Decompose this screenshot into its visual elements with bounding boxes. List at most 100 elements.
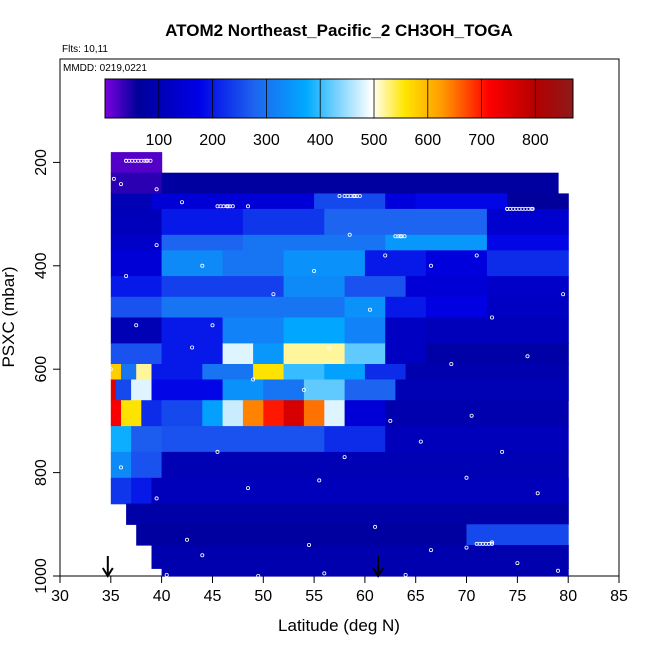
observation-point (428, 548, 433, 553)
observation-point (148, 158, 153, 163)
heatmap-cell (161, 317, 224, 344)
observation-point (271, 292, 276, 297)
heatmap-cell (131, 477, 152, 505)
heatmap-cell (110, 208, 163, 236)
heatmap-cell (324, 426, 386, 453)
observation-point (500, 449, 505, 454)
heatmap-cell (324, 208, 488, 236)
heatmap-cell (141, 400, 163, 427)
heatmap-cell (425, 296, 488, 319)
observation-point (210, 323, 215, 328)
observation-points (105, 158, 566, 579)
heatmap-cell (364, 250, 427, 277)
observation-point (489, 540, 494, 545)
x-tick-label: 45 (204, 588, 222, 605)
heatmap-cell (385, 400, 569, 427)
heatmap-cell (283, 400, 305, 427)
observation-point (306, 543, 311, 548)
x-tick-label: 55 (305, 588, 323, 605)
heatmap-cell (131, 426, 163, 453)
observation-point (383, 253, 388, 258)
heatmap-cell (385, 317, 427, 344)
heatmap-cell (121, 400, 142, 427)
y-tick-label: 1000 (33, 558, 50, 594)
heatmap-cell (151, 193, 315, 210)
heatmap-cell (283, 364, 325, 381)
heatmap-cell (126, 503, 569, 525)
heatmap-cell (110, 451, 132, 479)
heatmap-cell (466, 524, 569, 546)
heatmap-cell (242, 208, 325, 236)
heatmap-cell (385, 343, 427, 365)
heatmap-cell (395, 379, 569, 401)
y-tick-label: 600 (33, 356, 50, 383)
heatmap-cell (161, 400, 203, 427)
observation-point (418, 439, 423, 444)
heatmap-cell (263, 379, 305, 401)
heatmap-cell (486, 234, 569, 251)
flight-arrows (101, 556, 384, 578)
colorbar-tick-label: 400 (307, 132, 334, 149)
colorbar-tick-label: 500 (361, 132, 388, 149)
observation-point (134, 323, 139, 328)
colorbar-tick-label: 300 (253, 132, 280, 149)
heatmap-cell (507, 193, 569, 210)
observation-point (105, 486, 110, 491)
observation-point (312, 268, 317, 273)
y-axis: 200 400 600 800 1000 (33, 149, 60, 594)
heatmap-cell (110, 343, 163, 365)
heatmap-cell (161, 250, 224, 277)
heatmap-cell (385, 193, 417, 210)
observation-point (164, 573, 169, 578)
observation-point (154, 243, 159, 248)
observation-point (556, 568, 561, 573)
observation-point (190, 345, 195, 350)
observation-point (464, 545, 469, 550)
colorbar-tick-label: 700 (468, 132, 495, 149)
x-tick-label: 40 (153, 588, 171, 605)
heatmap-cell (110, 172, 163, 194)
observation-point (322, 571, 327, 576)
heatmap-cell (344, 379, 396, 401)
flights-label: Flts: 10,11 (62, 44, 108, 55)
mmdd-label: MMDD: 0219,0221 (63, 63, 147, 74)
observation-point (347, 232, 352, 237)
observation-point (464, 475, 469, 480)
heatmap-cell (202, 400, 224, 427)
observation-point (515, 561, 520, 566)
colorbar-tick-label: 600 (414, 132, 441, 149)
heatmap-cell (344, 317, 386, 344)
observation-point (561, 292, 566, 297)
heatmap-cell (425, 343, 569, 365)
heatmap-cell (425, 250, 488, 277)
heatmap-cell (486, 208, 569, 236)
heatmap-cell (161, 296, 346, 319)
observation-point (388, 418, 393, 423)
heatmap-cell (110, 276, 163, 298)
observation-point (124, 274, 129, 279)
observation-point (245, 486, 250, 491)
flight-arrow-head (372, 567, 384, 578)
observation-point (111, 176, 116, 181)
heatmap-cell (283, 343, 346, 365)
heatmap-cell (110, 193, 153, 210)
observation-point (154, 496, 159, 501)
colorbar-tick-label: 200 (199, 132, 226, 149)
flight-arrow-head (101, 567, 114, 578)
heatmap-cell (253, 343, 285, 365)
heatmap-cell (161, 208, 244, 236)
heatmap-cell (324, 400, 346, 427)
heatmap-cell (222, 317, 285, 344)
heatmap-cell (364, 364, 407, 381)
observation-point (200, 263, 205, 268)
colorbar-tick-label: 800 (522, 132, 549, 149)
heatmap-cell (161, 451, 569, 479)
heatmap-cell (131, 379, 152, 401)
observation-point (535, 491, 540, 496)
observation-point (489, 315, 494, 320)
heatmap-cell (415, 193, 508, 210)
x-tick-label: 75 (509, 588, 527, 605)
heatmap-cell (151, 364, 203, 381)
heatmap-cell (324, 234, 386, 251)
observation-point (154, 187, 159, 192)
